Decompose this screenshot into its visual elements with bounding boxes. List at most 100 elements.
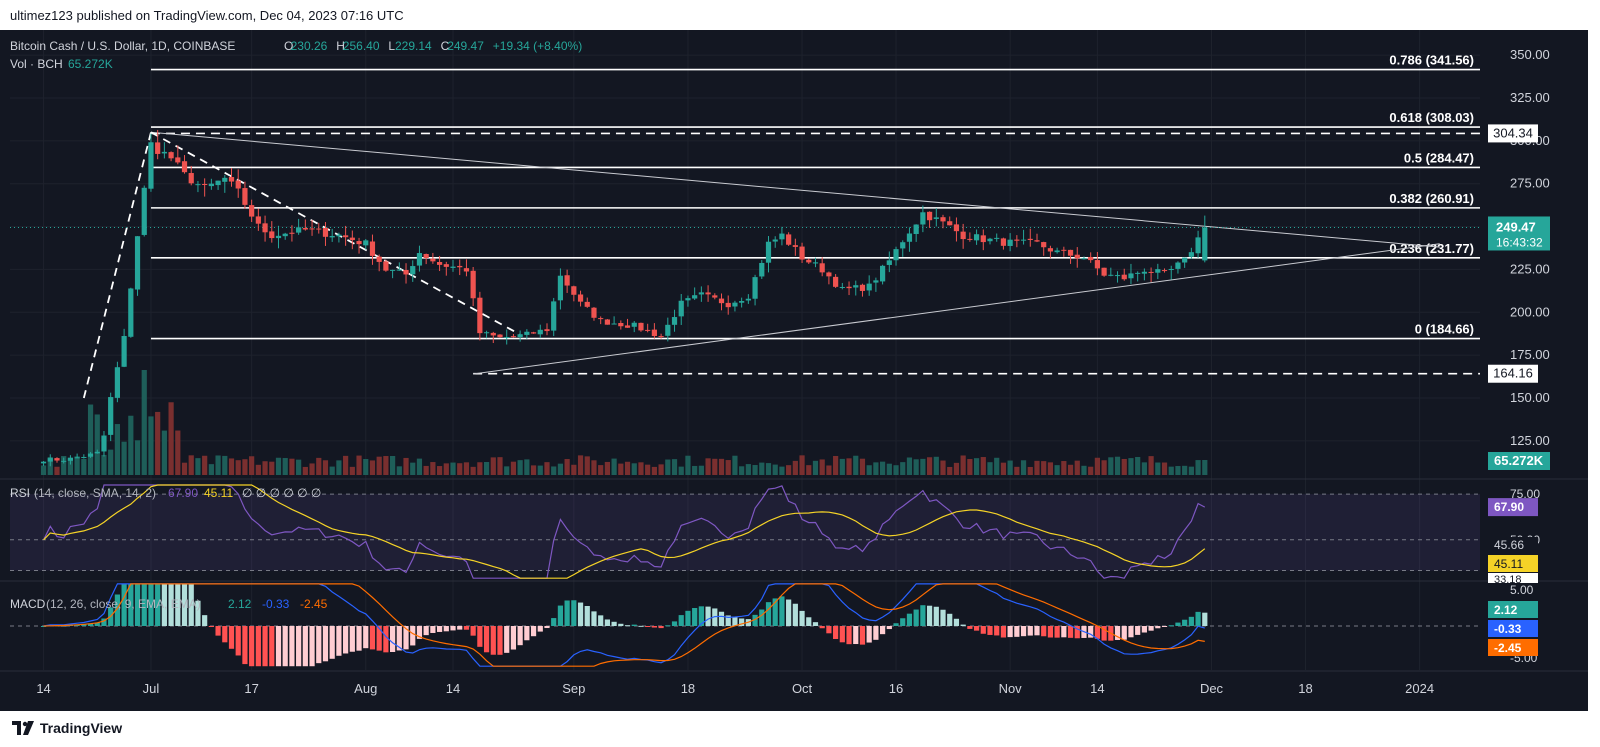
- volume-bar: [81, 458, 87, 475]
- legend-c-label: C: [441, 39, 450, 53]
- macd-histogram-bar: [557, 605, 564, 626]
- volume-bar: [316, 457, 322, 475]
- macd-histogram-bar: [376, 626, 382, 651]
- chart-svg[interactable]: 0.786 (341.56) 0.618 (308.03) 0.5 (284.47)…: [0, 30, 1588, 711]
- macd-histogram-bar: [739, 618, 745, 626]
- candle-body: [947, 221, 953, 226]
- candle-body: [577, 294, 584, 302]
- macd-histogram-bar: [537, 626, 543, 632]
- volume-bar: [1054, 465, 1060, 475]
- volume-bar: [739, 466, 745, 475]
- candle-body: [1094, 260, 1100, 269]
- candle-body: [369, 241, 376, 256]
- macd-histogram-bar: [765, 602, 772, 626]
- volume-bar: [1007, 460, 1013, 475]
- candle-body: [1054, 250, 1060, 253]
- candle-body: [819, 263, 825, 273]
- macd-histogram-bar: [195, 600, 201, 626]
- macd-histogram-bar: [443, 626, 449, 632]
- volume-bar: [141, 370, 147, 475]
- volume-bar: [510, 461, 517, 475]
- candle-body: [255, 216, 261, 224]
- macd-histogram-bar: [356, 626, 362, 651]
- volume-bar: [645, 464, 651, 475]
- volume-bar: [712, 458, 718, 475]
- volume-bar: [155, 411, 161, 475]
- rsi-tag-label: 67.90: [1494, 500, 1524, 514]
- candle-body: [712, 295, 718, 298]
- macd-histogram-bar: [618, 623, 624, 626]
- macd-histogram-bar: [1074, 626, 1080, 639]
- rsi-title: RSI: [10, 486, 30, 500]
- macd-histogram-bar: [819, 626, 825, 629]
- candle-body: [450, 266, 456, 268]
- macd-histogram-bar: [786, 599, 792, 626]
- candle-body: [322, 227, 329, 237]
- volume-bar: [792, 460, 798, 475]
- volume-bar: [880, 461, 886, 475]
- candle-body: [953, 224, 960, 232]
- candle-body: [1195, 237, 1201, 254]
- candle-body: [584, 301, 590, 307]
- volume-bar: [208, 464, 214, 475]
- candle-body: [940, 217, 946, 222]
- candle-body: [161, 151, 167, 154]
- rsi-params: (14, close, SMA, 14, 2): [34, 486, 156, 500]
- volume-bar: [1168, 466, 1174, 475]
- candle-body: [510, 336, 517, 338]
- macd-histogram-bar: [1135, 626, 1141, 635]
- macd-signal-value: -2.45: [300, 597, 328, 611]
- chart-area[interactable]: 0.786 (341.56) 0.618 (308.03) 0.5 (284.47)…: [0, 30, 1588, 711]
- fib-level-label: 0.618 (308.03): [1389, 110, 1474, 125]
- macd-histogram-bar: [208, 626, 214, 627]
- candle-body: [195, 184, 201, 186]
- volume-tag: [1488, 452, 1550, 470]
- volume-bar: [537, 465, 543, 475]
- candle-body: [651, 329, 657, 337]
- macd-histogram-bar: [987, 626, 993, 635]
- candle-body: [215, 180, 221, 186]
- fib-level-label: 0 (184.66): [1415, 322, 1474, 337]
- macd-histogram-bar: [175, 583, 181, 626]
- candle-body: [839, 286, 845, 288]
- volume-bar: [718, 458, 725, 475]
- candle-body: [913, 224, 919, 234]
- macd-histogram-bar: [470, 626, 476, 636]
- volume-bar: [900, 462, 906, 475]
- volume-bar: [369, 460, 376, 475]
- volume-bar: [383, 456, 389, 475]
- macd-line: [43, 583, 1205, 667]
- volume-bar: [987, 462, 993, 475]
- macd-histogram-bar: [926, 605, 933, 626]
- volume-bar: [1195, 460, 1201, 475]
- macd-histogram-bar: [705, 606, 711, 626]
- macd-hist-tag: [1488, 601, 1538, 618]
- price-axis-label: 200.00: [1510, 304, 1550, 319]
- candle-body: [1020, 239, 1027, 241]
- candle-body: [282, 233, 288, 237]
- volume-bar: [161, 430, 167, 475]
- volume-bar: [920, 458, 926, 475]
- volume-bar: [490, 457, 496, 475]
- volume-bar: [786, 465, 792, 475]
- macd-histogram-bar: [651, 626, 657, 628]
- candle-body: [779, 233, 785, 240]
- tradingview-brand[interactable]: TradingView: [12, 720, 122, 736]
- volume-bar: [551, 466, 557, 475]
- volume-bar: [873, 462, 879, 475]
- volume-bar: [705, 458, 711, 475]
- candle-body: [121, 335, 127, 367]
- macd-histogram-bar: [967, 626, 973, 629]
- macd-histogram-bar: [1168, 625, 1174, 627]
- macd-histogram-bar: [1188, 616, 1194, 626]
- current-price-tag: [1488, 216, 1550, 251]
- time-axis-label: 14: [446, 681, 460, 696]
- volume-bar: [1000, 462, 1007, 475]
- volume-bar: [826, 465, 832, 475]
- candle-body: [994, 237, 1000, 239]
- macd-histogram-bar: [155, 583, 161, 626]
- macd-histogram-bar: [598, 615, 604, 626]
- rsi-ma-value: 45.11: [204, 486, 233, 500]
- candle-body: [1074, 254, 1080, 259]
- macd-histogram-bar: [880, 626, 886, 635]
